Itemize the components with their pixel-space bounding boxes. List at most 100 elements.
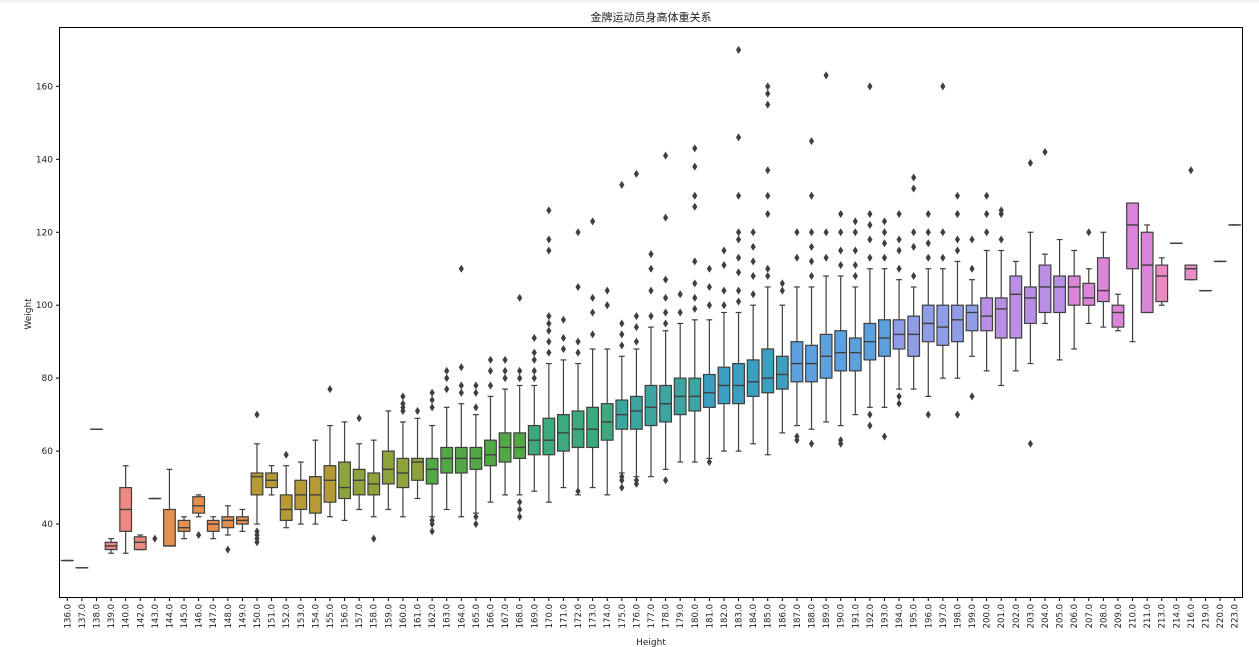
box-182.0 (717, 246, 731, 452)
outlier-point (371, 534, 377, 543)
iqr-box (1096, 257, 1110, 303)
outlier-point (546, 206, 552, 215)
x-tick-label: 166.0 (486, 604, 496, 628)
outlier-point (808, 439, 815, 448)
outlier-point (925, 253, 931, 262)
x-tick-label: 151.0 (268, 604, 278, 628)
iqr-box (936, 304, 950, 346)
box-153.0 (294, 461, 308, 525)
iqr-box (279, 494, 293, 522)
outlier-point (896, 235, 902, 244)
x-tick-label: 204.0 (1041, 604, 1051, 628)
outlier-point (254, 410, 260, 419)
box-146.0 (192, 494, 206, 539)
x-tick-label: 158.0 (370, 604, 380, 628)
x-tick-label: 206.0 (1070, 604, 1080, 628)
outlier-point (706, 301, 712, 310)
outlier-point (867, 235, 873, 244)
box-144.0 (163, 468, 176, 547)
outlier-point (531, 334, 537, 343)
iqr-box (732, 362, 745, 405)
outlier-point (429, 396, 435, 405)
outlier-point (867, 410, 873, 419)
y-tick-label: 80 (42, 374, 54, 384)
x-tick-label: 202.0 (1012, 604, 1022, 628)
x-tick-label: 188.0 (808, 604, 818, 628)
outlier-point (692, 293, 698, 302)
outlier-point (940, 82, 946, 91)
outlier-point (765, 166, 771, 175)
x-tick-label: 223.0 (1231, 604, 1241, 628)
x-tick-label: 146.0 (195, 604, 205, 628)
outlier-point (1042, 148, 1048, 157)
iqr-box (1038, 264, 1052, 314)
outlier-point (662, 476, 669, 485)
outlier-point (619, 483, 625, 492)
y-tick-label: 60 (42, 447, 54, 457)
y-tick-label: 100 (36, 301, 53, 311)
outlier-point (429, 527, 435, 536)
outlier-point (633, 169, 640, 178)
box-162.0 (425, 388, 439, 536)
iqr-box (1111, 304, 1125, 328)
chart-title: 金牌运动员身高体重关系 (591, 10, 712, 24)
outlier-point (794, 432, 800, 441)
y-tick-label: 120 (36, 228, 53, 238)
outlier-point (867, 210, 873, 219)
box-189.0 (819, 71, 833, 423)
x-tick-label: 205.0 (1056, 604, 1066, 628)
x-tick-label: 196.0 (924, 604, 934, 628)
outlier-point (998, 235, 1004, 244)
x-tick-label: 164.0 (457, 604, 467, 628)
box-149.0 (235, 508, 249, 532)
box-150.0 (250, 410, 264, 547)
box-213.0 (1155, 257, 1169, 306)
outlier-point (575, 348, 581, 357)
outlier-point (969, 235, 975, 244)
outlier-point (692, 144, 698, 153)
x-tick-label: 193.0 (880, 604, 890, 628)
outlier-point (838, 436, 844, 445)
box-175.0 (615, 180, 629, 492)
outlier-point (735, 228, 742, 237)
outlier-point (531, 355, 537, 364)
box-163.0 (440, 366, 454, 511)
outlier-point (458, 264, 464, 273)
x-tick-label: 210.0 (1129, 604, 1139, 628)
outlier-point (881, 432, 888, 441)
outlier-point (750, 257, 756, 266)
x-tick-label: 181.0 (705, 604, 715, 628)
box-147.0 (206, 516, 220, 540)
outlier-point (619, 319, 625, 328)
x-tick-label: 143.0 (151, 604, 161, 628)
outlier-point (546, 319, 552, 328)
box-166.0 (484, 355, 497, 503)
outlier-point (692, 304, 698, 313)
x-tick-label: 154.0 (311, 604, 321, 628)
outlier-point (677, 308, 683, 317)
outlier-point (692, 257, 698, 266)
outlier-point (867, 421, 873, 430)
iqr-box (965, 304, 979, 332)
outlier-point (662, 319, 669, 328)
outlier-point (808, 191, 815, 200)
x-tick-label: 209.0 (1114, 604, 1124, 628)
outlier-point (546, 246, 552, 255)
outlier-point (502, 374, 508, 383)
outlier-point (954, 191, 961, 200)
outlier-point (692, 279, 698, 288)
x-tick-label: 191.0 (851, 604, 861, 628)
box-174.0 (600, 286, 614, 496)
outlier-point (998, 206, 1004, 215)
x-tick-label: 186.0 (778, 604, 788, 628)
iqr-box (206, 519, 220, 532)
x-tick-label: 145.0 (180, 604, 190, 628)
outlier-point (575, 228, 581, 237)
box-178.0 (659, 151, 673, 485)
outlier-point (473, 520, 479, 529)
iqr-box (1126, 202, 1139, 270)
outlier-point (911, 228, 917, 237)
outlier-point (794, 253, 800, 262)
x-tick-label: 197.0 (939, 604, 949, 628)
